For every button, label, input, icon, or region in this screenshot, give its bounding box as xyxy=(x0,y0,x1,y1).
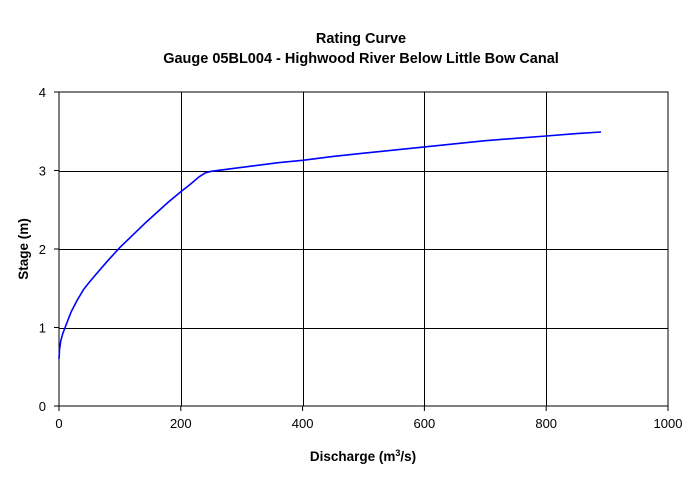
x-tick-label: 1000 xyxy=(654,416,683,431)
rating-curve-line xyxy=(58,131,602,359)
chart-title: Rating Curve xyxy=(316,31,406,47)
x-tick-label: 400 xyxy=(292,416,314,431)
x-axis-label-superscript: 3 xyxy=(395,448,400,458)
x-tick-label: 200 xyxy=(170,416,192,431)
y-tick-label: 0 xyxy=(39,399,46,414)
x-axis-ticks: 0 200 400 600 800 1000 xyxy=(55,406,682,431)
y-axis-label: Stage (m) xyxy=(16,218,31,280)
grid-lines xyxy=(59,92,668,406)
x-tick-label: 600 xyxy=(414,416,436,431)
series-group xyxy=(58,131,602,359)
x-tick-label: 800 xyxy=(535,416,557,431)
x-axis-label: Discharge (m3/s) xyxy=(310,448,416,464)
y-tick-label: 1 xyxy=(39,321,46,336)
x-axis-label-tail: /s) xyxy=(400,449,416,464)
y-tick-label: 3 xyxy=(39,164,46,179)
y-axis-ticks: 0 1 2 3 4 xyxy=(39,85,59,414)
x-tick-label: 0 xyxy=(55,416,62,431)
chart-subtitle: Gauge 05BL004 - Highwood River Below Lit… xyxy=(163,51,559,67)
x-axis-label-main: Discharge (m xyxy=(310,449,396,464)
y-tick-label: 4 xyxy=(39,85,46,100)
y-tick-label: 2 xyxy=(39,242,46,257)
